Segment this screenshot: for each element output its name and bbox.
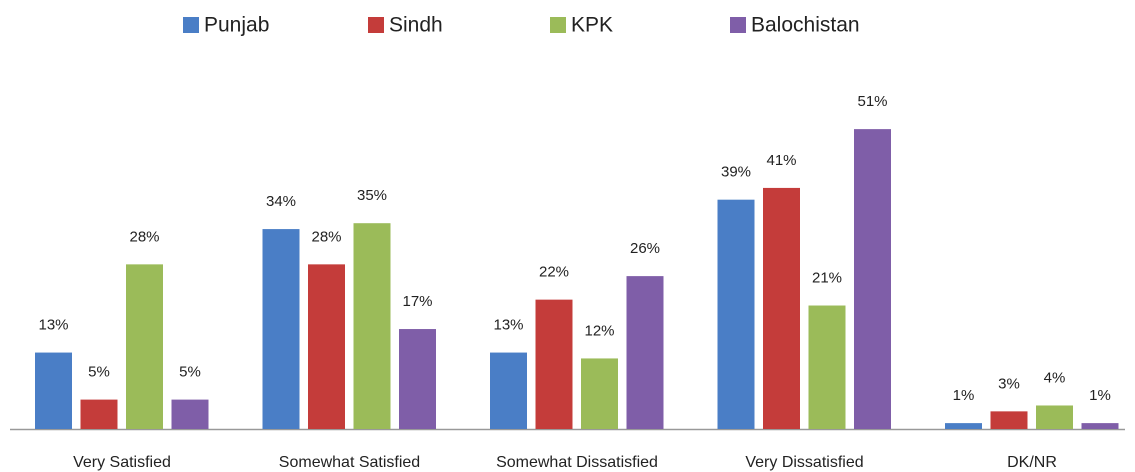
data-label: 41%: [766, 152, 796, 169]
bar: [35, 352, 72, 429]
data-label: 5%: [88, 364, 110, 381]
legend-swatch: [550, 17, 566, 33]
data-label: 28%: [311, 228, 341, 245]
bar: [80, 399, 118, 429]
bar: [990, 411, 1028, 429]
bar: [308, 264, 345, 429]
bar: [490, 352, 527, 429]
bar: [763, 187, 800, 429]
data-label: 12%: [584, 322, 614, 339]
x-tick-label: Somewhat Satisfied: [279, 454, 420, 471]
bar: [262, 229, 300, 429]
data-label: 22%: [539, 264, 569, 281]
legend-label: Balochistan: [751, 14, 860, 37]
legend-label: Punjab: [204, 14, 269, 37]
bar: [945, 423, 982, 429]
legend-swatch: [730, 17, 746, 33]
legend-swatch: [368, 17, 384, 33]
bar: [535, 299, 573, 429]
bar: [399, 329, 436, 429]
data-label: 39%: [721, 164, 751, 181]
bar: [854, 129, 891, 429]
x-tick-label: Very Satisfied: [73, 454, 171, 471]
bar: [1081, 423, 1119, 429]
bar: [353, 223, 391, 429]
data-label: 3%: [998, 375, 1020, 392]
data-label: 4%: [1044, 369, 1066, 386]
x-tick-label: Very Dissatisfied: [745, 454, 863, 471]
legend-label: KPK: [571, 14, 613, 37]
bar: [1036, 405, 1073, 429]
bar: [126, 264, 163, 429]
data-label: 34%: [266, 193, 296, 210]
data-label: 21%: [812, 269, 842, 286]
bar: [581, 358, 618, 429]
data-label: 1%: [953, 387, 975, 404]
data-label: 5%: [179, 364, 201, 381]
legend-swatch: [183, 17, 199, 33]
bar: [808, 305, 846, 429]
bar: [717, 199, 755, 429]
data-label: 17%: [402, 293, 432, 310]
data-label: 35%: [357, 187, 387, 204]
legend-label: Sindh: [389, 14, 443, 37]
x-tick-label: DK/NR: [1007, 454, 1057, 471]
data-label: 28%: [129, 228, 159, 245]
data-label: 13%: [493, 317, 523, 334]
data-label: 51%: [857, 93, 887, 110]
bar: [171, 399, 209, 429]
data-label: 13%: [38, 317, 68, 334]
data-label: 1%: [1089, 387, 1111, 404]
bar: [626, 276, 664, 429]
x-tick-label: Somewhat Dissatisfied: [496, 454, 658, 471]
data-label: 26%: [630, 240, 660, 257]
